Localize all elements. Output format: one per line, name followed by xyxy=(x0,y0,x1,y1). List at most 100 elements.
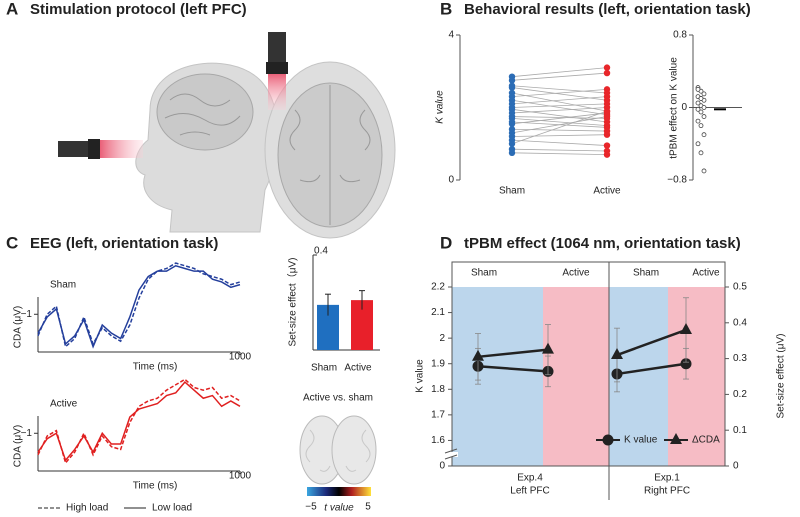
dot xyxy=(603,86,611,93)
point xyxy=(701,114,707,119)
point xyxy=(695,118,701,124)
colorbar xyxy=(307,487,371,496)
dot xyxy=(508,149,516,157)
x-tick-label: Sham xyxy=(311,363,337,374)
dot xyxy=(603,113,611,120)
dot xyxy=(508,84,516,91)
pair-line xyxy=(511,117,608,127)
y2-tick-label: 0.2 xyxy=(733,389,747,400)
y2-tick-label: 0.4 xyxy=(733,317,747,328)
y-axis-label: K value xyxy=(415,359,426,393)
pair-line xyxy=(511,103,608,108)
y2-tick-label: 0.3 xyxy=(733,353,747,364)
legend-marker xyxy=(602,434,614,446)
bar xyxy=(351,300,373,350)
point xyxy=(698,150,704,156)
pair-line xyxy=(511,112,608,125)
waveform xyxy=(37,264,241,349)
x-tick-label: 1000 xyxy=(229,471,252,482)
y-axis-label: CDA (μV) xyxy=(13,425,24,467)
group-label: Exp.1 xyxy=(654,473,680,484)
legend-label: High load xyxy=(66,503,108,514)
panel-title: tPBM effect (1064 nm, orientation task) xyxy=(464,235,741,252)
y-tick-label: 1.6 xyxy=(431,435,445,446)
dot xyxy=(508,120,516,128)
dot xyxy=(603,142,611,149)
point xyxy=(701,91,707,97)
marker xyxy=(680,322,692,334)
brain-map-title: Active vs. sham xyxy=(303,393,373,404)
dot xyxy=(508,140,516,147)
panel-title: EEG (left, orientation task) xyxy=(30,235,218,252)
dot xyxy=(603,64,611,71)
dot xyxy=(603,151,611,158)
panel-title: Stimulation protocol (left PFC) xyxy=(30,1,247,18)
group-sublabel: Right PFC xyxy=(644,486,690,497)
axis-break-mark xyxy=(444,448,458,454)
y-tick-label: −0.8 xyxy=(667,175,687,186)
bar xyxy=(317,304,339,350)
pair-line xyxy=(511,139,608,146)
series-line xyxy=(477,348,549,359)
series-line xyxy=(477,365,549,373)
y-axis-label: CDA (μV) xyxy=(13,306,24,348)
pair-line xyxy=(511,85,608,94)
pair-line xyxy=(511,116,608,119)
x-tick-label: Active xyxy=(593,186,621,197)
point xyxy=(701,105,707,110)
marker xyxy=(542,342,554,354)
x-axis-label: Time (ms) xyxy=(133,481,178,492)
stimulation-illustration xyxy=(58,32,396,239)
y-tick-label: 2 xyxy=(439,333,445,344)
y-axis-label: Set-size effect（μV) xyxy=(287,258,299,347)
pair-line xyxy=(511,108,608,123)
pair-line xyxy=(511,110,608,145)
point xyxy=(698,109,704,115)
pair-line xyxy=(511,67,608,78)
column-label: Sham xyxy=(471,268,497,279)
panel-label: C xyxy=(6,233,18,252)
column-label: Active xyxy=(562,268,590,279)
group-sublabel: Left PFC xyxy=(510,486,549,497)
pair-line xyxy=(511,96,608,105)
column-band xyxy=(543,287,609,466)
colorbar-label: t value xyxy=(324,503,354,514)
y-tick-label: 0.4 xyxy=(314,246,328,257)
pair-line xyxy=(511,152,608,156)
x-tick-label: 1000 xyxy=(229,352,252,363)
pair-line xyxy=(511,134,608,137)
point xyxy=(698,123,704,129)
y-tick-label: 2.2 xyxy=(431,282,445,293)
y-tick-label: 1.8 xyxy=(431,384,445,395)
y-tick-label: 0 xyxy=(448,175,454,186)
dot xyxy=(603,131,611,138)
panel-label: B xyxy=(440,0,452,18)
point xyxy=(701,132,707,138)
y-tick-label: 0 xyxy=(681,102,687,113)
column-label: Active xyxy=(692,268,720,279)
y-tick-label: 1.7 xyxy=(431,409,445,420)
point xyxy=(698,96,704,101)
colorbar-tick-label: 5 xyxy=(365,502,371,513)
waveform xyxy=(37,262,241,349)
y-tick-label: 0 xyxy=(439,461,445,472)
legend-label: ΔCDA xyxy=(692,435,720,446)
x-tick-label: Sham xyxy=(499,186,525,197)
point xyxy=(695,100,701,106)
series-line xyxy=(616,362,687,376)
point xyxy=(695,86,701,92)
waveform xyxy=(37,378,241,465)
y2-tick-label: 0.5 xyxy=(733,282,747,293)
group-label: Exp.4 xyxy=(517,473,543,484)
pair-line xyxy=(511,72,608,81)
pair-line xyxy=(511,128,608,132)
point xyxy=(695,141,701,147)
pair-line xyxy=(511,116,608,134)
marker xyxy=(611,348,623,360)
axis-break-mark xyxy=(444,454,458,460)
pair-line xyxy=(511,148,608,152)
panel-label: A xyxy=(6,0,18,18)
subplot-title: Active xyxy=(50,399,78,410)
panel-title: Behavioral results (left, orientation ta… xyxy=(464,1,751,18)
